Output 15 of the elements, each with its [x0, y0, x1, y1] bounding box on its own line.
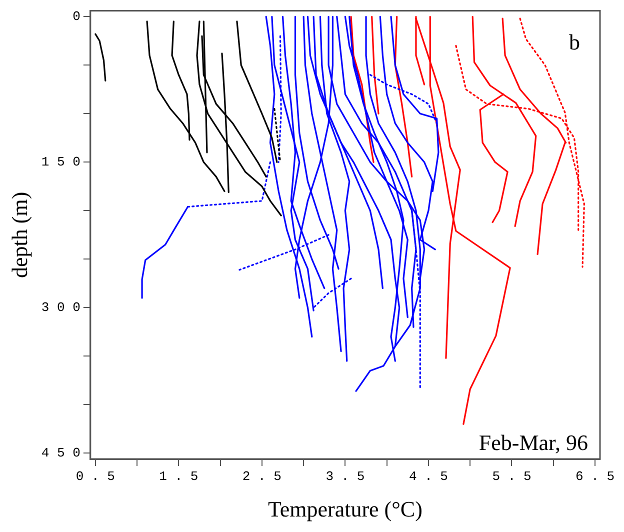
x-tick-label: 0 . 5	[76, 469, 115, 484]
annotation: Feb-Mar, 96	[478, 430, 588, 455]
annotation: b	[569, 30, 580, 55]
x-axis-title: Temperature (°C)	[268, 496, 422, 522]
y-axis-title: depth (m)	[6, 192, 32, 278]
x-tick-label: 3 . 5	[326, 469, 365, 484]
x-tick-label: 5 . 5	[492, 469, 532, 484]
x-tick-label: 4 . 5	[408, 469, 448, 484]
x-tick-label: 1 . 5	[159, 469, 198, 484]
y-tick-label: 3 0 0	[41, 300, 80, 316]
y-tick-label: 4 5 0	[41, 446, 80, 461]
y-tick-label: 1 5 0	[41, 154, 80, 170]
x-tick-label: 2 . 5	[242, 469, 282, 484]
y-tick-label: 0	[72, 9, 80, 24]
x-tick-label: 6 . 5	[575, 469, 615, 484]
